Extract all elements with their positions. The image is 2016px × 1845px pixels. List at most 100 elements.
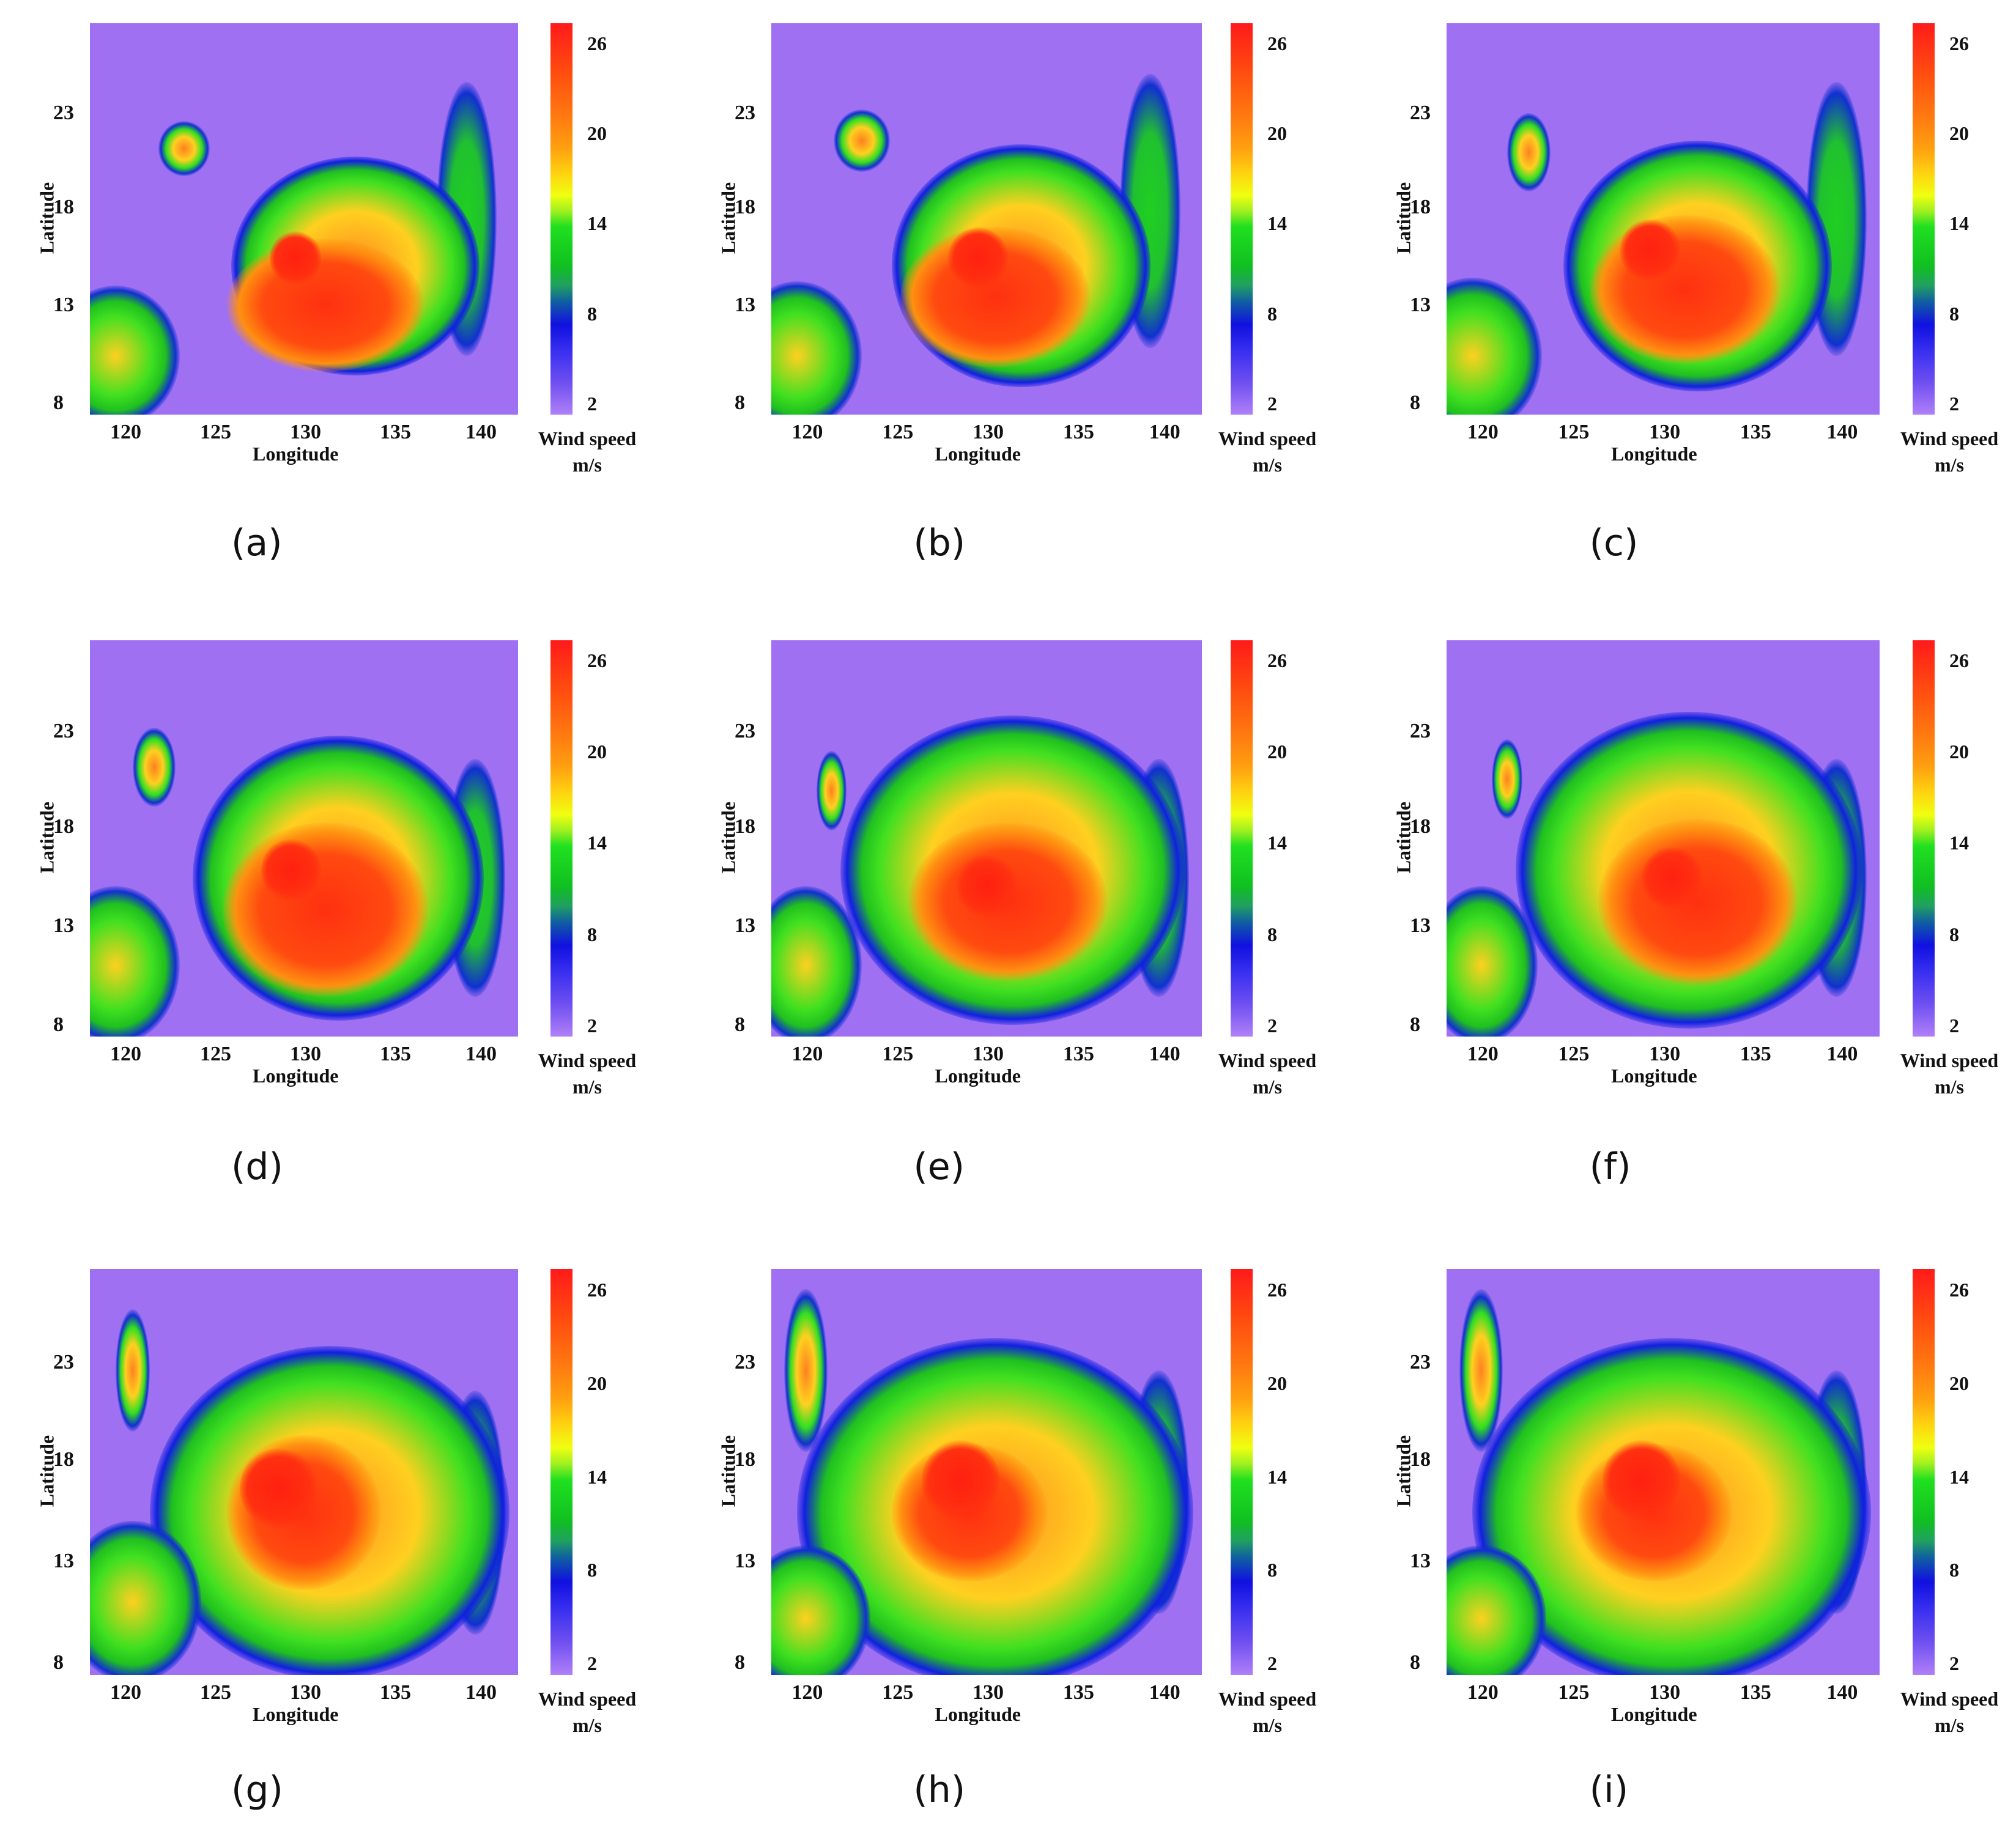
southwest-land-band	[90, 886, 180, 1037]
colorbar-label: Wind speed m/s	[1206, 1686, 1329, 1739]
colorbar-label: Wind speed m/s	[1206, 426, 1329, 478]
northern-cloud-patch	[1507, 113, 1551, 192]
y-tick: 8	[735, 1651, 745, 1674]
x-tick: 135	[1740, 1043, 1771, 1065]
x-axis-label: Longitude	[935, 1065, 1021, 1087]
x-tick: 140	[1149, 1043, 1180, 1065]
storm-eye-wall	[1620, 219, 1681, 282]
storm-core	[223, 823, 428, 997]
x-tick: 140	[1826, 1681, 1858, 1704]
storm-eye-wall	[1641, 846, 1702, 910]
x-tick: 120	[791, 421, 823, 443]
colorbar-label-line2: m/s	[573, 1714, 602, 1737]
northern-cloud-patch	[784, 1289, 828, 1452]
x-tick: 140	[1826, 1043, 1858, 1065]
x-tick: 120	[110, 421, 141, 443]
y-tick: 13	[735, 1550, 755, 1573]
colorbar-tick: 26	[587, 649, 607, 672]
x-tick: 125	[882, 1681, 914, 1704]
colorbar-tick: 14	[1949, 212, 1969, 235]
y-tick: 23	[53, 102, 74, 125]
colorbar	[550, 1269, 573, 1675]
y-tick: 13	[735, 914, 755, 937]
x-axis-label: Longitude	[1611, 1065, 1697, 1087]
x-tick: 130	[290, 1043, 321, 1065]
colorbar-tick: 26	[1267, 649, 1287, 672]
x-tick: 125	[1558, 1681, 1590, 1704]
northern-cloud-patch	[133, 727, 176, 807]
y-tick: 23	[735, 102, 755, 125]
y-tick: 8	[53, 1013, 64, 1036]
x-tick: 130	[1649, 421, 1681, 443]
colorbar-label-line1: Wind speed	[1218, 1688, 1317, 1710]
northern-cloud-patch	[158, 121, 210, 176]
colorbar-label-line2: m/s	[1253, 1714, 1282, 1737]
x-tick: 140	[465, 1043, 497, 1065]
colorbar-tick: 20	[587, 122, 607, 145]
colorbar-tick: 8	[1267, 1559, 1277, 1581]
colorbar-tick: 8	[587, 1559, 597, 1581]
x-tick: 120	[1467, 1043, 1499, 1065]
colorbar-tick: 14	[1267, 1465, 1287, 1488]
colorbar-label: Wind speed m/s	[1888, 426, 2010, 478]
wind-speed-heatmap	[1447, 1269, 1880, 1675]
colorbar-tick: 14	[1949, 832, 1969, 854]
colorbar-label: Wind speed m/s	[1888, 1686, 2010, 1739]
colorbar-tick: 8	[1267, 302, 1277, 325]
y-axis-label: Latitude	[35, 1435, 58, 1507]
y-tick: 8	[53, 1651, 64, 1674]
colorbar-tick: 2	[587, 1014, 597, 1037]
colorbar-label: Wind speed m/s	[526, 1048, 648, 1100]
colorbar-label: Wind speed m/s	[526, 1686, 648, 1739]
storm-eye-wall	[947, 226, 1009, 290]
x-tick: 120	[110, 1681, 141, 1704]
storm-core	[227, 238, 424, 372]
x-tick: 130	[973, 1043, 1004, 1065]
x-tick: 130	[290, 1681, 321, 1704]
colorbar	[1913, 640, 1935, 1037]
storm-eye-wall	[956, 854, 1017, 918]
y-tick: 18	[735, 1448, 755, 1471]
colorbar-label-line1: Wind speed	[1218, 1049, 1317, 1071]
colorbar-tick: 8	[587, 923, 597, 945]
colorbar-tick: 8	[1949, 923, 1959, 945]
panel-label: (e)	[913, 1145, 965, 1188]
x-tick: 120	[791, 1043, 823, 1065]
y-tick: 18	[53, 815, 74, 838]
storm-eye-wall	[1602, 1439, 1681, 1521]
colorbar-tick: 14	[1267, 832, 1287, 854]
x-tick: 120	[791, 1681, 823, 1704]
southwest-land-band	[771, 886, 862, 1037]
y-tick: 8	[53, 391, 64, 414]
x-tick: 130	[973, 1681, 1004, 1704]
x-tick: 125	[882, 421, 914, 443]
x-tick: 130	[1649, 1043, 1681, 1065]
colorbar	[1913, 1269, 1935, 1675]
x-tick: 140	[1149, 1681, 1180, 1704]
colorbar-label-line1: Wind speed	[1218, 427, 1317, 449]
y-tick: 13	[1410, 1550, 1431, 1573]
x-tick: 130	[973, 421, 1004, 443]
x-axis-label: Longitude	[253, 1703, 339, 1725]
colorbar	[550, 640, 573, 1037]
storm-core	[1598, 818, 1798, 985]
colorbar-label-line2: m/s	[1935, 454, 1964, 476]
storm-eye-wall	[270, 231, 321, 286]
colorbar-tick: 20	[1949, 741, 1969, 763]
colorbar-label-line2: m/s	[573, 1076, 602, 1098]
x-tick: 130	[290, 421, 321, 443]
northern-cloud-patch	[1459, 1289, 1503, 1452]
x-axis-label: Longitude	[935, 1703, 1021, 1725]
panel-label: (c)	[1589, 522, 1639, 564]
x-tick: 125	[1558, 421, 1590, 443]
southwest-land-band	[90, 1520, 201, 1675]
colorbar-label-line2: m/s	[1253, 454, 1282, 476]
x-tick: 120	[1467, 1681, 1499, 1704]
y-tick: 13	[1410, 293, 1431, 316]
x-tick: 135	[1062, 1043, 1094, 1065]
colorbar-label-line2: m/s	[573, 454, 602, 476]
wind-speed-heatmap	[90, 640, 518, 1037]
y-tick: 18	[735, 195, 755, 218]
wind-speed-heatmap	[90, 1269, 518, 1675]
colorbar-tick: 20	[1267, 122, 1287, 145]
